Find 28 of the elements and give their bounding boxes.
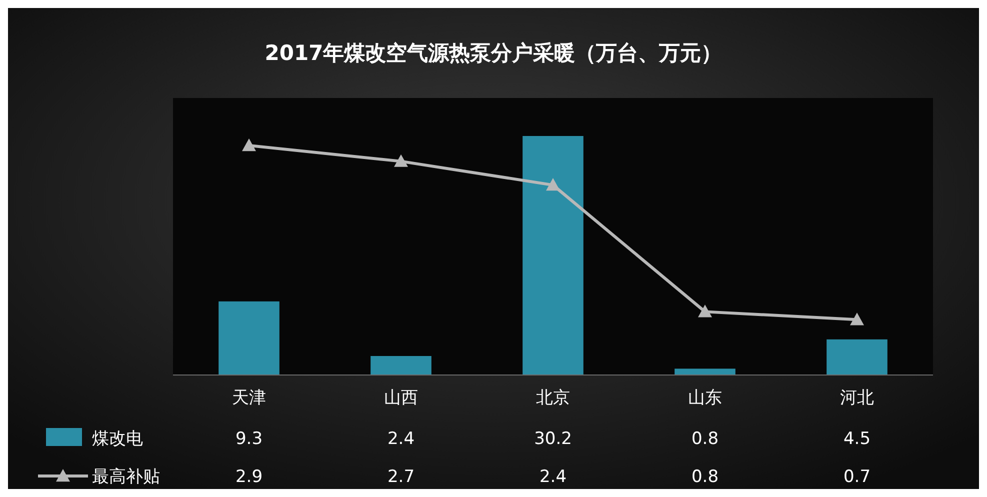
point	[394, 154, 408, 167]
legend-label: 煤改电	[92, 429, 143, 449]
data-label: 0.8	[691, 429, 719, 449]
bar	[370, 356, 432, 375]
data-label: 0.7	[843, 467, 871, 487]
data-label: 0.8	[691, 467, 719, 487]
x-tick-label: 山西	[384, 388, 418, 408]
chart-title: 2017年煤改空气源热泵分户采暖（万台、万元）	[264, 41, 722, 65]
point	[850, 312, 864, 326]
x-tick-label: 河北	[840, 388, 874, 408]
data-label: 30.2	[534, 429, 572, 449]
bar	[674, 368, 736, 375]
point	[698, 304, 712, 318]
data-label: 2.4	[387, 429, 415, 449]
data-label: 4.5	[843, 429, 871, 449]
data-label: 2.9	[235, 467, 263, 487]
data-label: 9.3	[235, 429, 263, 449]
x-tick-label: 北京	[536, 388, 570, 408]
data-label: 2.7	[387, 467, 415, 487]
bar	[218, 301, 280, 375]
bar	[522, 136, 584, 375]
x-tick-label: 天津	[232, 388, 266, 408]
data-label: 2.4	[539, 467, 567, 487]
bar	[826, 339, 888, 375]
point	[546, 178, 560, 191]
legend-label: 最高补贴	[92, 467, 160, 487]
x-tick-label: 山东	[688, 388, 722, 408]
point	[242, 138, 256, 152]
